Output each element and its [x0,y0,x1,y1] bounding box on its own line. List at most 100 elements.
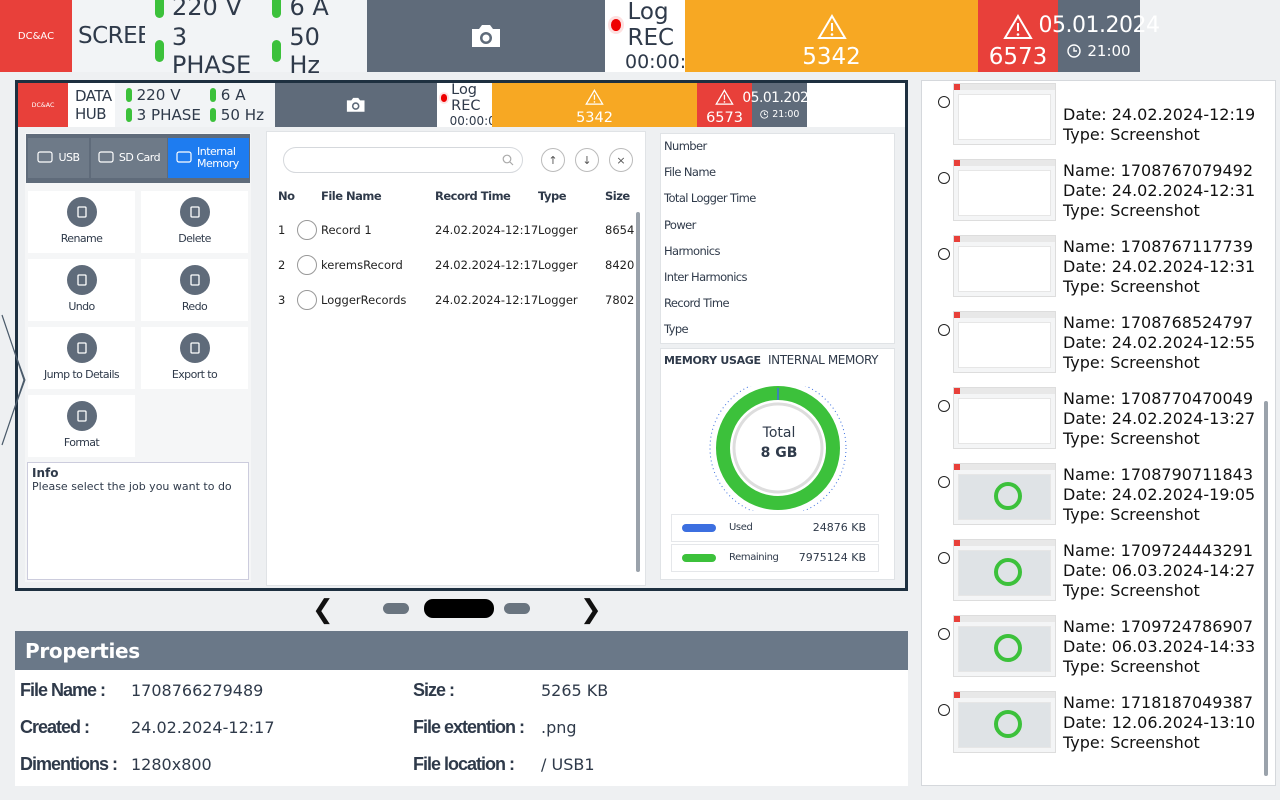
storage-tab[interactable]: SD Card [91,138,167,178]
memory-total: 8 GB [760,445,798,461]
rec-led [440,94,448,102]
thumbnail[interactable] [953,159,1056,221]
screenshot-button[interactable] [367,0,605,72]
thumbnail[interactable] [953,387,1056,449]
carousel-dot[interactable] [424,599,494,618]
table-cell: 8420 [605,258,635,272]
table-cell: 8654 [605,223,635,237]
table-cell: 24.02.2024-12:17 [435,223,539,237]
thumbnail[interactable] [953,83,1056,145]
select-radio[interactable] [938,628,950,640]
detail-label: Total Logger Time [664,191,756,206]
thumbnail[interactable] [953,235,1056,297]
storage-tab[interactable]: Internal Memory [168,138,249,178]
alarms-counter[interactable]: 6573 [978,0,1058,72]
sort-button[interactable]: × [609,148,633,172]
screenshot-button[interactable] [275,83,437,127]
indicator: 220 V [125,86,201,104]
thumbnail[interactable] [953,463,1056,525]
thumbnail[interactable] [953,691,1056,753]
thumb-gauge [994,558,1022,586]
memory-legend-value: 24876 KB [812,521,866,534]
info-text: Please select the job you want to do [32,480,232,493]
prev-arrow[interactable]: ❮ [312,595,334,625]
thumbnail[interactable] [953,311,1056,373]
property-value: 1280x800 [131,755,212,774]
action-label: Undo [68,300,95,313]
table-cell: Logger [538,223,578,237]
warning-icon [585,89,604,105]
action-button[interactable]: Format [28,395,135,457]
thumb-content [958,246,1051,292]
property-label: Size : [413,680,455,700]
clock [1067,43,1082,58]
alert-count: 5342 [802,44,861,71]
sort-button[interactable]: ↓ [575,148,599,172]
logo: DC&AC [18,83,68,127]
info-title: Info [32,466,59,480]
row-radio[interactable] [297,290,317,310]
warnings-counter[interactable]: 5342 [685,0,978,72]
thumb-logo [954,236,960,242]
select-radio[interactable] [938,324,950,336]
property-label: File extention : [413,717,525,737]
carousel-dot[interactable] [504,603,530,614]
alert-count: 6573 [706,109,743,126]
carousel-dot[interactable] [383,603,409,614]
select-radio[interactable] [938,248,950,260]
warnings-counter[interactable]: 5342 [492,83,697,127]
memory-total-label: Total [762,425,796,441]
row-radio[interactable] [297,220,317,240]
time-row: 21:00 [1067,42,1131,60]
action-button[interactable]: Export to [141,327,248,389]
select-radio[interactable] [938,400,950,412]
thumbnail[interactable] [953,539,1056,601]
table-scrollbar [636,212,640,572]
storage-tab[interactable]: USB [28,138,89,178]
property-value: 5265 KB [541,681,609,700]
action-button[interactable]: Rename [28,191,135,253]
screenshot-name: Name: 1708790711843 [1063,465,1254,484]
rec-led [611,19,622,31]
sort-button[interactable]: ↑ [541,148,565,172]
detail-label: File Name [664,165,716,180]
indicator-text: 220 V [172,0,242,21]
date-time: 05.01.2024 21:00 [1039,0,1160,72]
select-radio[interactable] [938,704,950,716]
detail-label: Type [664,322,689,337]
action-icon [66,197,97,227]
next-arrow[interactable]: ❯ [580,595,602,625]
screenshot-type: Type: Screenshot [1063,733,1200,752]
thumb-logo [954,540,960,546]
alarms-counter[interactable]: 6573 [697,83,752,127]
select-radio[interactable] [938,552,950,564]
properties-body [15,670,908,786]
action-button[interactable]: Undo [28,259,135,321]
screenshot-type: Type: Screenshot [1063,277,1200,296]
action-button[interactable]: Redo [141,259,248,321]
select-radio[interactable] [938,96,950,108]
alert-icon [715,89,734,109]
table-cell: 1 [278,223,286,237]
rec-time: 00:00:00 [449,114,504,128]
indicator: 50 Hz [210,106,264,124]
screenshot-type: Type: Screenshot [1063,201,1200,220]
table-cell: Logger [538,293,578,307]
property-label: File location : [413,754,515,774]
tab-icon [176,151,192,166]
search-box[interactable] [283,147,523,173]
camera-icon [347,98,365,112]
action-button[interactable]: Delete [141,191,248,253]
thumbnail[interactable] [953,615,1056,677]
screenshot-name: Name: 1708767117739 [1063,237,1254,256]
action-button[interactable]: Jump to Details [28,327,135,389]
screenshot-name: Name: 1708768524797 [1063,313,1254,332]
select-radio[interactable] [938,172,950,184]
select-radio[interactable] [938,476,950,488]
status-led [125,88,132,103]
row-radio[interactable] [297,255,317,275]
info-box: Info Please select the job you want to do [27,462,249,580]
